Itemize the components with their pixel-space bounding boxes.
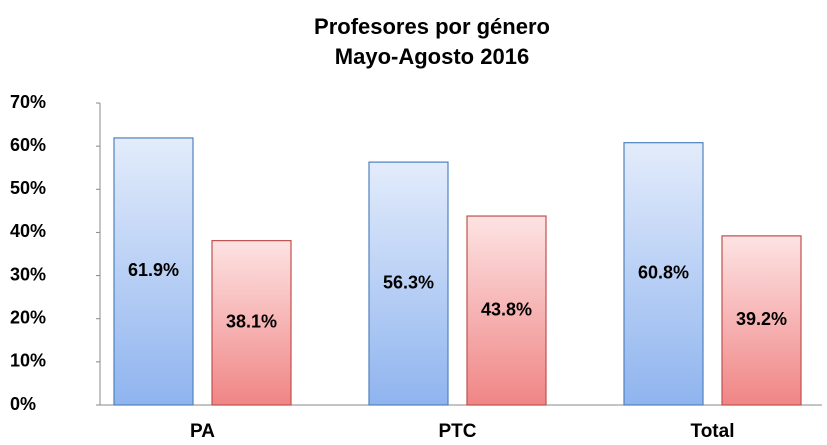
bar — [721, 235, 802, 406]
y-tick-label: 10% — [10, 351, 46, 371]
data-label: 56.3% — [383, 272, 434, 292]
bar — [466, 215, 547, 406]
data-label: 60.8% — [638, 263, 689, 283]
x-tick-label: PTC — [439, 421, 477, 442]
bar — [113, 137, 194, 406]
bar — [211, 240, 292, 406]
data-label: 39.2% — [736, 309, 787, 329]
y-tick-label: 60% — [10, 135, 46, 155]
x-tick-label: Total — [691, 421, 735, 442]
y-tick-label: 0% — [10, 394, 36, 414]
data-label: 38.1% — [226, 312, 277, 332]
chart-subtitle: Mayo-Agosto 2016 — [335, 44, 529, 69]
bar — [368, 161, 449, 406]
y-tick-label: 40% — [10, 221, 46, 241]
data-label: 61.9% — [128, 260, 179, 280]
y-tick-label: 20% — [10, 307, 46, 327]
y-tick-label: 30% — [10, 264, 46, 284]
y-tick-label: 70% — [10, 92, 46, 112]
data-label: 43.8% — [481, 299, 532, 319]
x-tick-label: PA — [190, 421, 215, 442]
chart-title: Profesores por género — [314, 14, 550, 39]
y-tick-label: 50% — [10, 178, 46, 198]
bar — [623, 142, 704, 406]
